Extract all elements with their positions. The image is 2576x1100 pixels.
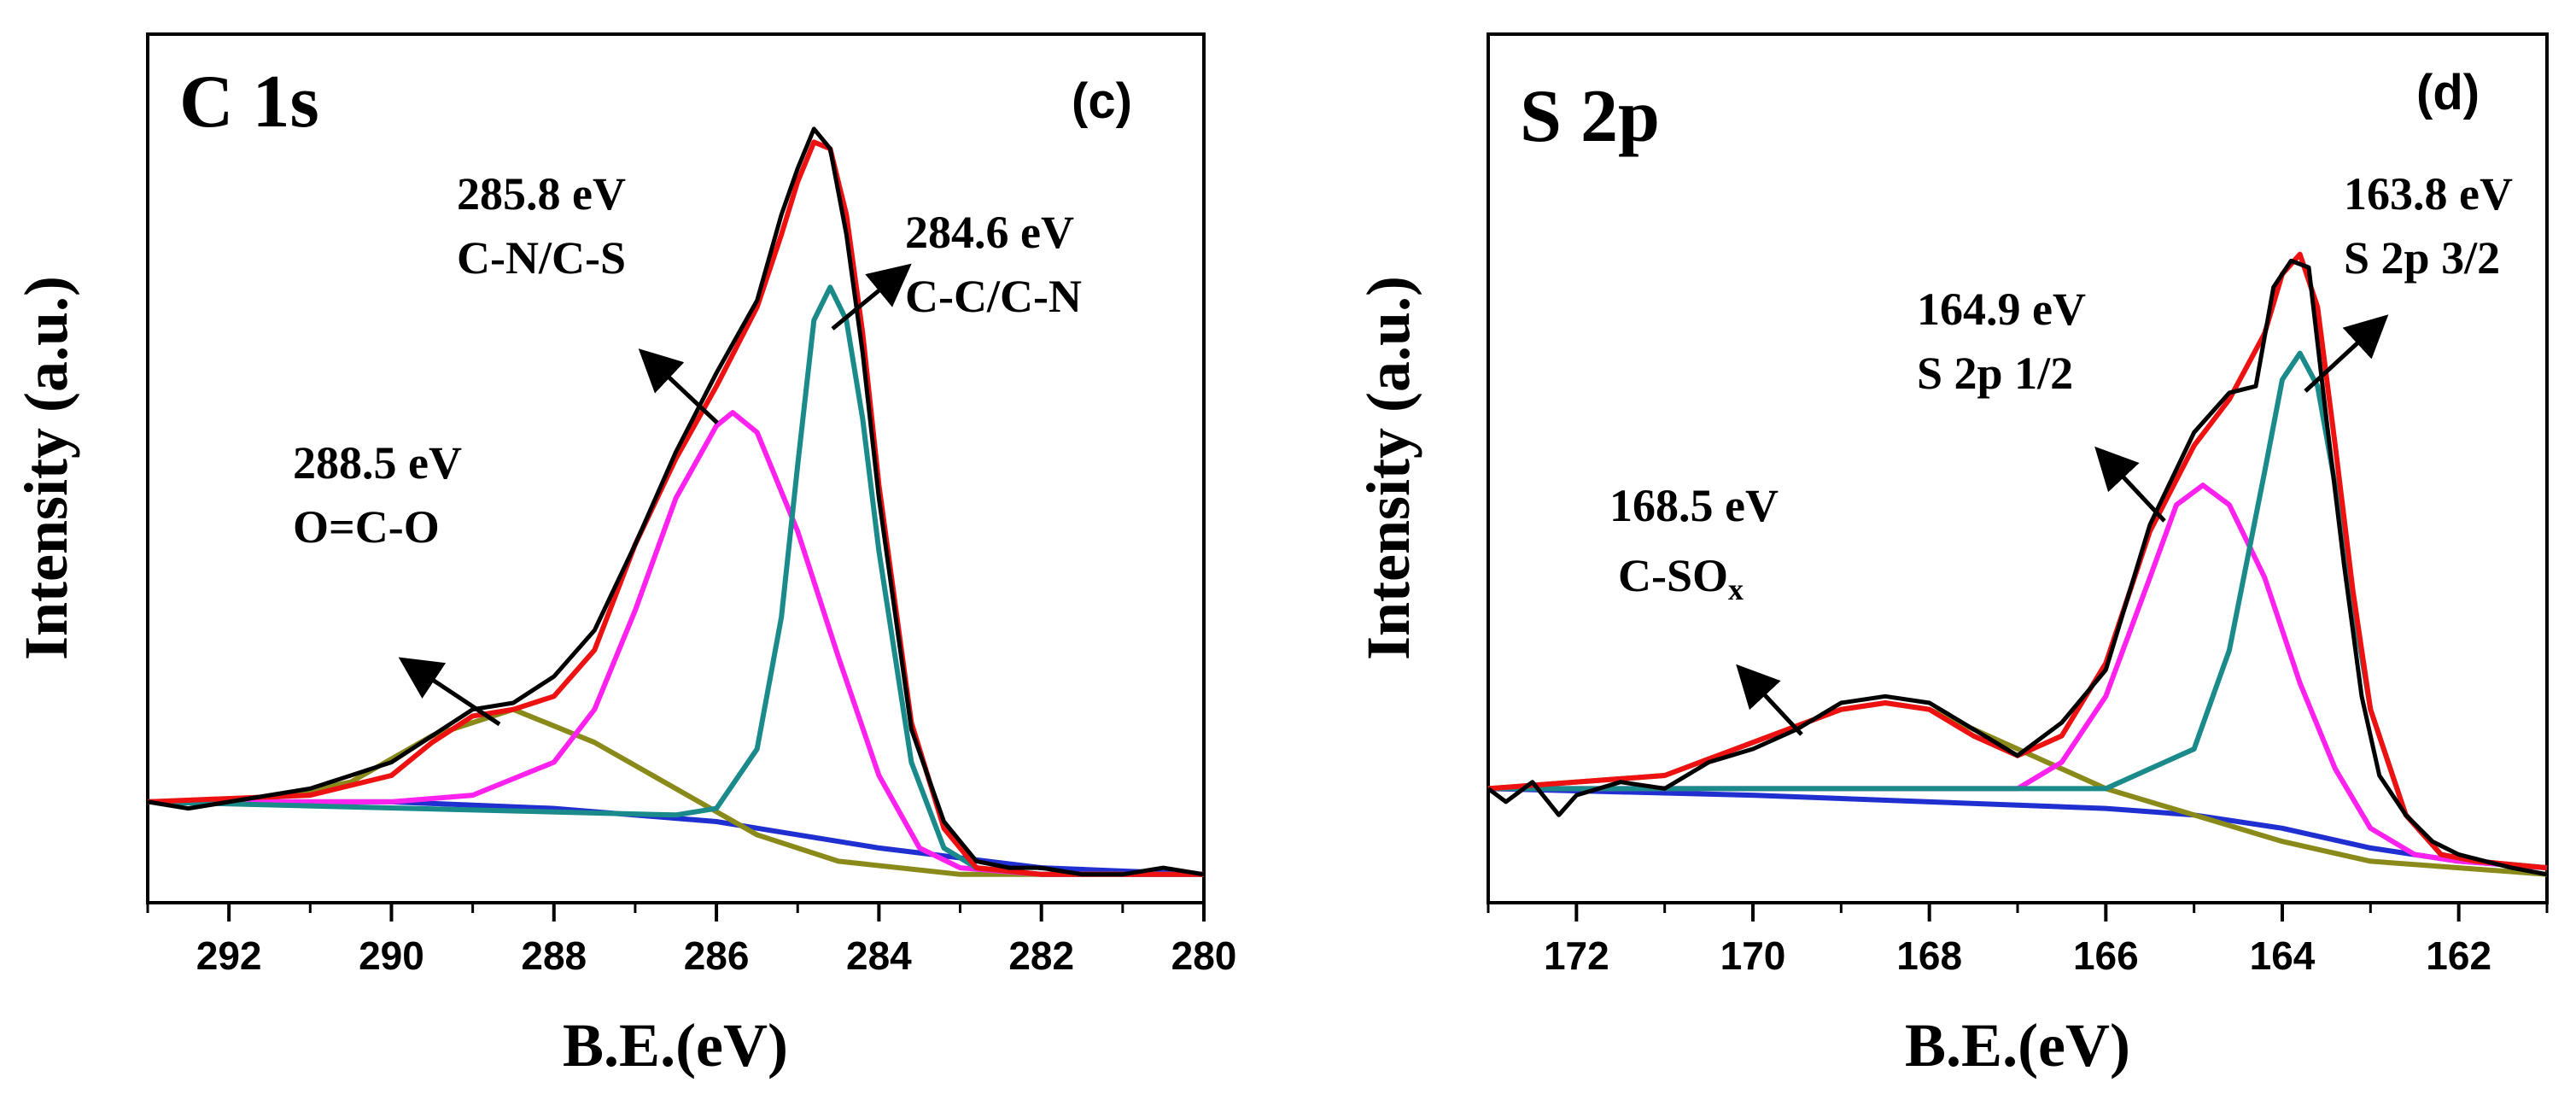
annotation-arrow — [831, 263, 912, 331]
annotation-assignment: C-N/C-S — [457, 232, 626, 284]
panel-label: (d) — [2416, 65, 2480, 120]
curves — [147, 126, 1205, 877]
annotation-assignment: S 2p 3/2 — [2344, 232, 2500, 284]
annotation-arrow — [2304, 314, 2389, 393]
series-line-background — [1487, 786, 2548, 871]
annotation-energy: 168.5 eV — [1609, 480, 1779, 531]
y-axis-label: Intensity (a.u.) — [1354, 276, 1422, 660]
x-tick-label: 290 — [359, 933, 424, 978]
x-tick-label: 164 — [2250, 933, 2316, 978]
x-tick-label: 280 — [1171, 933, 1237, 978]
x-axis-label: B.E.(eV) — [563, 1011, 788, 1080]
curves — [1487, 251, 2548, 877]
panel-d-chart: 172 170 168 166 164 162 S 2p (d) B.E.(eV) Int… — [1354, 32, 2549, 1080]
series-line-c-c-c-n — [147, 284, 1204, 877]
x-axis-ticks: 172 170 168 166 164 162 — [1487, 903, 2549, 978]
annotation-arrow — [1736, 664, 1803, 736]
x-tick-label: 286 — [684, 933, 750, 978]
annotation-assignment: S 2p 1/2 — [1917, 348, 2073, 399]
x-tick-label: 284 — [846, 933, 912, 978]
plot-frame — [1487, 32, 2549, 904]
annotation-assignment: C-SOx — [1618, 550, 1744, 606]
x-tick-label: 288 — [521, 933, 587, 978]
annotation-arrow — [638, 348, 719, 424]
annotation-energy: 284.6 eV — [905, 207, 1074, 258]
panel-title: S 2p — [1520, 75, 1660, 158]
series-line-experimental — [1487, 258, 2548, 877]
x-tick-label: 168 — [1896, 933, 1962, 978]
panel-c-chart: 292 290 288 286 284 282 280 C 1s (c) B.E.(eV) … — [12, 32, 1237, 1080]
annotation-energy: 163.8 eV — [2344, 168, 2513, 219]
annotation-arrow — [398, 657, 501, 727]
annotation-energy: 288.5 eV — [293, 437, 462, 489]
panel-title: C 1s — [179, 61, 319, 143]
panel-label: (c) — [1072, 73, 1132, 129]
x-tick-label: 282 — [1008, 933, 1074, 978]
x-tick-label: 172 — [1544, 933, 1609, 978]
annotation-energy: 285.8 eV — [457, 168, 626, 219]
series-line-c-n-c-s — [148, 410, 1204, 877]
series-line-o-c-o — [147, 706, 1204, 877]
annotation-assignment-main: C-SO — [1618, 550, 1728, 601]
plot-frame — [146, 32, 1206, 904]
annotation-energy: 164.9 eV — [1917, 284, 2086, 335]
x-axis-label: B.E.(eV) — [1905, 1011, 2130, 1080]
x-tick-label: 292 — [196, 933, 262, 978]
x-tick-label: 166 — [2073, 933, 2139, 978]
annotation-assignment: O=C-O — [293, 501, 440, 553]
series-line-fit — [1487, 251, 2548, 871]
x-axis-ticks: 292 290 288 286 284 282 280 — [146, 903, 1237, 978]
y-axis-label: Intensity (a.u.) — [12, 276, 80, 660]
x-tick-label: 170 — [1720, 933, 1786, 978]
annotation-assignment: C-C/C-N — [905, 271, 1082, 322]
annotation-assignment-subscript: x — [1728, 572, 1744, 606]
x-tick-label: 162 — [2426, 933, 2491, 978]
annotation-arrow — [2094, 446, 2166, 523]
series-line-experimental — [147, 126, 1205, 877]
series-line-s-2p-1-2 — [1488, 483, 2548, 871]
